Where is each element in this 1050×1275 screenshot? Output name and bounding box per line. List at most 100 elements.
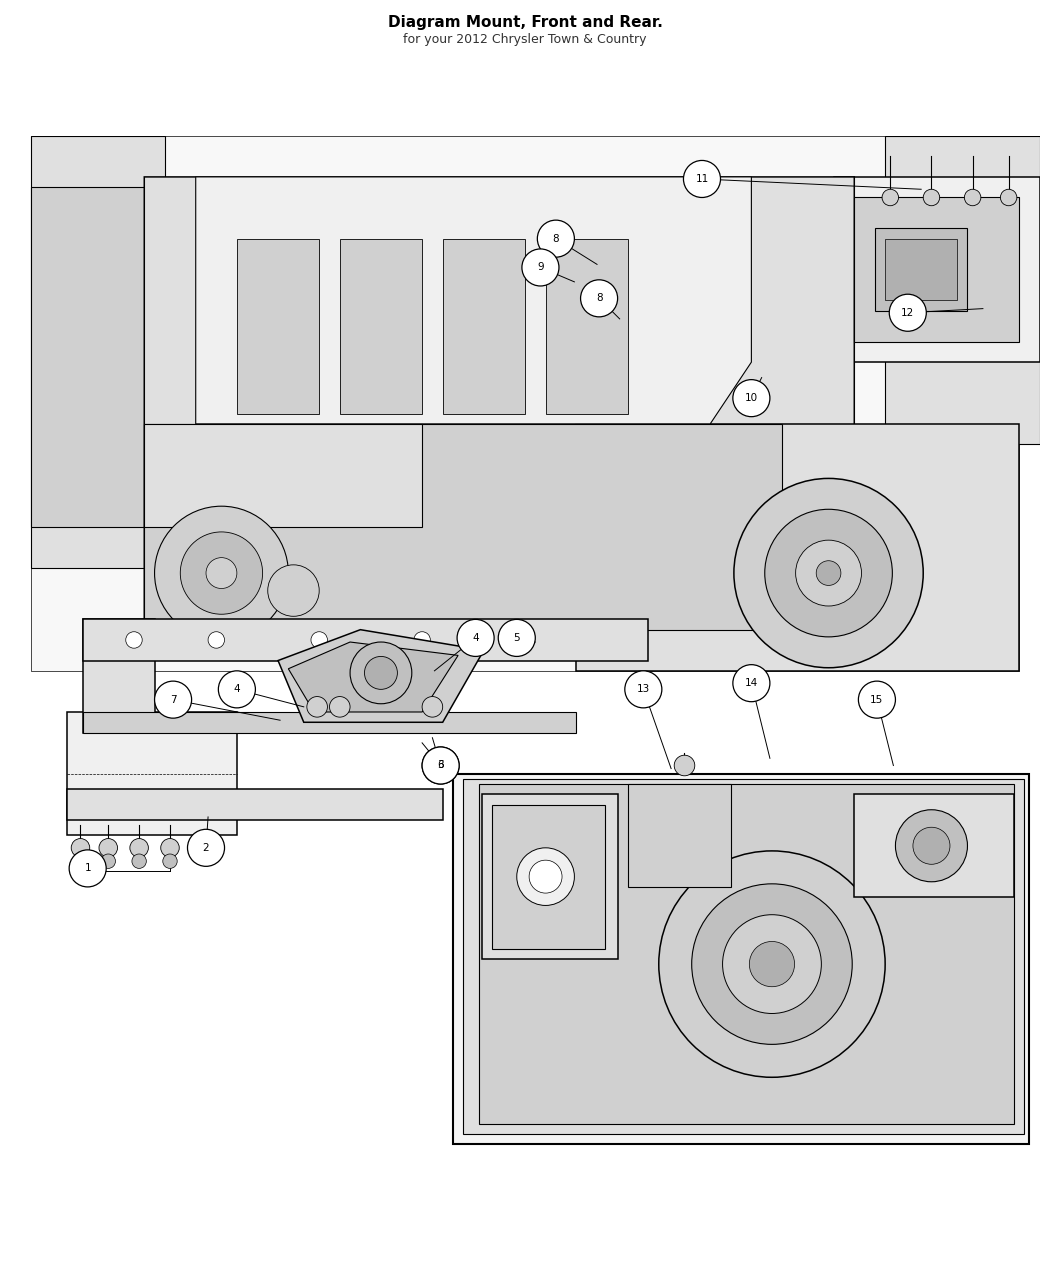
Circle shape <box>154 681 191 718</box>
Text: 3: 3 <box>437 760 444 770</box>
Circle shape <box>529 861 562 892</box>
Text: for your 2012 Chrysler Town & Country: for your 2012 Chrysler Town & Country <box>403 33 647 46</box>
Text: 12: 12 <box>901 307 915 317</box>
Circle shape <box>218 671 255 708</box>
Circle shape <box>722 914 821 1014</box>
Text: 14: 14 <box>744 678 758 689</box>
Polygon shape <box>576 423 1018 671</box>
Circle shape <box>457 620 495 657</box>
Circle shape <box>859 681 896 718</box>
Circle shape <box>923 189 940 205</box>
Circle shape <box>181 532 262 615</box>
Polygon shape <box>144 423 422 527</box>
Text: 6: 6 <box>437 760 444 770</box>
Circle shape <box>330 696 350 717</box>
Circle shape <box>71 839 89 857</box>
Circle shape <box>750 941 795 987</box>
Polygon shape <box>834 177 1040 362</box>
Text: 8: 8 <box>595 293 603 303</box>
Polygon shape <box>855 794 1014 898</box>
Polygon shape <box>83 620 649 660</box>
Text: Diagram Mount, Front and Rear.: Diagram Mount, Front and Rear. <box>387 15 663 31</box>
Circle shape <box>517 631 533 648</box>
Circle shape <box>964 189 981 205</box>
Circle shape <box>101 854 116 868</box>
Polygon shape <box>144 423 782 630</box>
Circle shape <box>208 631 225 648</box>
Circle shape <box>74 854 88 868</box>
Circle shape <box>69 850 106 887</box>
Circle shape <box>206 557 237 589</box>
Circle shape <box>538 221 574 258</box>
Circle shape <box>422 696 443 717</box>
Circle shape <box>422 747 459 784</box>
Polygon shape <box>340 238 422 413</box>
Text: 2: 2 <box>203 843 209 853</box>
Circle shape <box>684 161 720 198</box>
Circle shape <box>422 747 459 784</box>
Circle shape <box>311 631 328 648</box>
Text: 1: 1 <box>84 863 91 873</box>
Circle shape <box>733 664 770 701</box>
Polygon shape <box>67 789 443 820</box>
Polygon shape <box>479 784 1014 1123</box>
Circle shape <box>734 478 923 668</box>
Polygon shape <box>32 135 1018 671</box>
Circle shape <box>268 565 319 616</box>
Circle shape <box>658 850 885 1077</box>
Text: 8: 8 <box>552 233 560 244</box>
Circle shape <box>132 854 146 868</box>
Polygon shape <box>144 177 855 630</box>
Circle shape <box>733 380 770 417</box>
Circle shape <box>350 643 412 704</box>
Text: 11: 11 <box>695 173 709 184</box>
Polygon shape <box>463 779 1024 1133</box>
Text: 5: 5 <box>513 632 520 643</box>
Polygon shape <box>885 135 1040 445</box>
Circle shape <box>889 295 926 332</box>
Circle shape <box>163 854 177 868</box>
Polygon shape <box>482 794 617 959</box>
Circle shape <box>896 810 967 882</box>
Circle shape <box>414 631 430 648</box>
Text: 9: 9 <box>538 263 544 273</box>
Polygon shape <box>546 238 628 413</box>
Circle shape <box>126 631 142 648</box>
Circle shape <box>307 696 328 717</box>
Circle shape <box>99 839 118 857</box>
Text: 7: 7 <box>170 695 176 705</box>
Circle shape <box>674 755 695 775</box>
Text: 4: 4 <box>472 632 479 643</box>
Polygon shape <box>875 228 967 311</box>
Polygon shape <box>289 643 458 711</box>
Circle shape <box>499 620 536 657</box>
Circle shape <box>692 884 853 1044</box>
Polygon shape <box>278 630 484 722</box>
Circle shape <box>764 509 892 638</box>
Circle shape <box>816 561 841 585</box>
Circle shape <box>581 279 617 317</box>
Circle shape <box>1001 189 1016 205</box>
Polygon shape <box>32 187 154 527</box>
Circle shape <box>517 848 574 905</box>
Text: 15: 15 <box>870 695 883 705</box>
Polygon shape <box>492 805 605 949</box>
Circle shape <box>882 189 899 205</box>
Polygon shape <box>237 238 319 413</box>
Polygon shape <box>443 238 525 413</box>
Circle shape <box>796 541 861 606</box>
Polygon shape <box>885 238 958 301</box>
Polygon shape <box>855 198 1018 342</box>
Circle shape <box>364 657 397 690</box>
Circle shape <box>522 249 559 286</box>
Circle shape <box>161 839 180 857</box>
Polygon shape <box>195 177 752 423</box>
Circle shape <box>154 506 289 640</box>
Bar <box>453 774 1029 1144</box>
Circle shape <box>912 827 950 864</box>
Polygon shape <box>67 711 237 835</box>
Polygon shape <box>628 784 731 887</box>
Circle shape <box>188 829 225 866</box>
Polygon shape <box>32 135 165 567</box>
Circle shape <box>130 839 148 857</box>
